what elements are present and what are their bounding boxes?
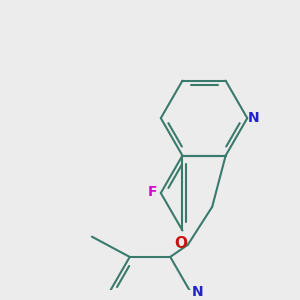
Text: F: F [148,185,158,199]
Text: O: O [174,236,187,251]
Text: N: N [191,285,203,299]
Text: N: N [248,111,259,125]
